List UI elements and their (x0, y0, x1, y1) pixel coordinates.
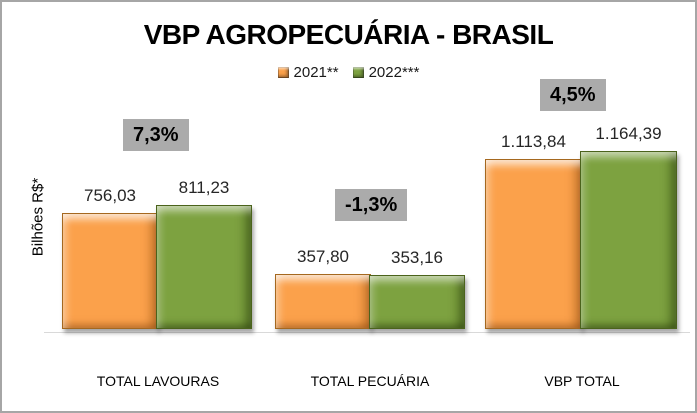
bar-value-2021-total-lavouras: 756,03 (84, 186, 136, 205)
legend-label-2022: 2022*** (368, 64, 420, 81)
bar-rect-2022-total-pecuaria (369, 275, 465, 329)
annotation-pct-total-lavouras: 7,3% (123, 119, 189, 151)
bar-value-2021-total-pecuaria: 357,80 (297, 247, 349, 266)
legend-label-2021: 2021** (293, 64, 339, 81)
category-label-total-pecuaria: TOTAL PECUÁRIA (310, 373, 430, 389)
legend-swatch-2022-icon (352, 67, 364, 78)
x-axis-line (44, 332, 690, 333)
bar-rect-2022-total-lavouras (156, 205, 252, 329)
bar-value-2022-vbp-total: 1.164,39 (595, 124, 662, 143)
bar-value-2021-vbp-total: 1.113,84 (501, 132, 566, 151)
category-label-vbp-total: VBP TOTAL (544, 373, 620, 389)
annotation-pct-vbp-total: 4,5% (540, 79, 606, 111)
bar-value-2022-total-pecuaria: 353,16 (391, 248, 443, 267)
legend-item-2022: 2022*** (352, 64, 420, 81)
legend-swatch-2021-icon (277, 67, 289, 78)
bar-rect-2021-vbp-total (485, 159, 582, 329)
legend-item-2021: 2021** (277, 64, 339, 81)
category-label-total-lavouras: TOTAL LAVOURAS (96, 373, 220, 389)
bar-value-2022-total-lavouras: 811,23 (178, 178, 230, 197)
annotation-pct-total-pecuaria: -1,3% (335, 189, 408, 221)
bar-rect-2021-total-pecuaria (275, 274, 371, 329)
bar-rect-2022-vbp-total (580, 151, 677, 329)
chart-legend: 2021** 2022*** (2, 64, 695, 81)
bar-rect-2021-total-lavouras (62, 213, 158, 329)
chart-title: VBP AGROPECUÁRIA - BRASIL (143, 19, 554, 50)
